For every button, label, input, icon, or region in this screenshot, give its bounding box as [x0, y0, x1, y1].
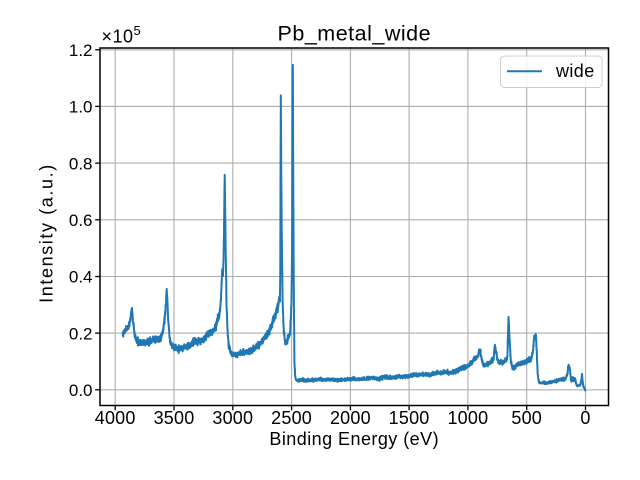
svg-text:Intensity (a.u.): Intensity (a.u.) [37, 163, 57, 303]
svg-text:1500: 1500 [389, 408, 430, 428]
svg-text:0.6: 0.6 [69, 211, 93, 230]
svg-text:1.0: 1.0 [69, 98, 93, 117]
svg-text:0.8: 0.8 [69, 154, 93, 173]
svg-text:500: 500 [511, 408, 542, 428]
svg-text:Binding Energy (eV): Binding Energy (eV) [269, 429, 439, 449]
svg-text:0.4: 0.4 [69, 268, 93, 287]
svg-text:0.2: 0.2 [69, 324, 93, 343]
svg-text:×105: ×105 [102, 23, 142, 47]
svg-text:wide: wide [555, 61, 595, 81]
svg-text:1.2: 1.2 [69, 41, 93, 60]
svg-text:2000: 2000 [330, 408, 371, 428]
svg-text:0: 0 [580, 408, 590, 428]
svg-text:3000: 3000 [212, 408, 253, 428]
svg-text:1000: 1000 [447, 408, 488, 428]
svg-text:3500: 3500 [154, 408, 195, 428]
svg-text:2500: 2500 [271, 408, 312, 428]
svg-text:Pb_metal_wide: Pb_metal_wide [278, 21, 432, 45]
svg-text:4000: 4000 [95, 408, 136, 428]
svg-text:0.0: 0.0 [69, 381, 93, 400]
